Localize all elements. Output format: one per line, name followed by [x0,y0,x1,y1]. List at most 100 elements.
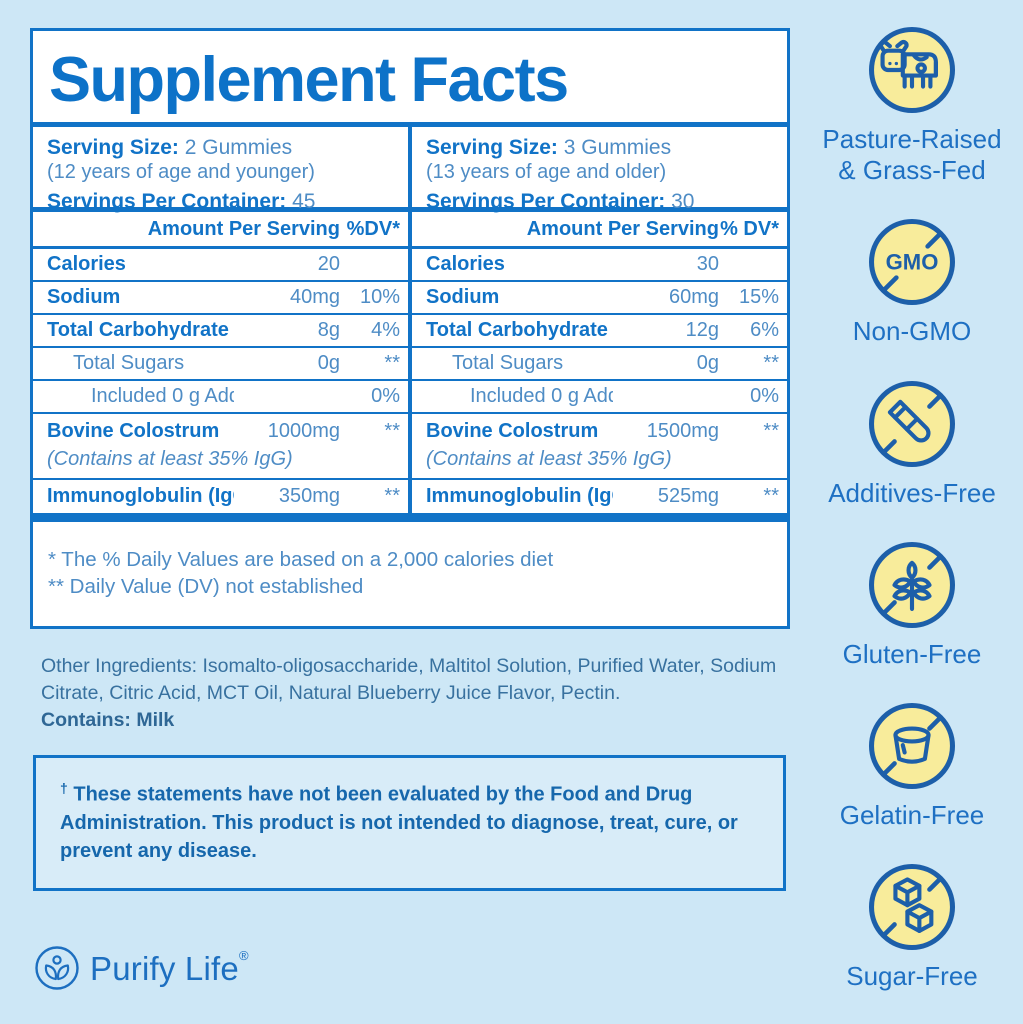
badge-additives-free: Additives-Free [828,378,996,509]
brand-logo: Purify Life® [33,944,249,992]
table-row: Immunoglobulin (IgG) 350mg ** [33,480,408,513]
amount-per-serving-header: Amount Per Serving [147,217,340,240]
badge-label: Pasture-Raised & Grass-Fed [822,124,1002,186]
badge-label: Additives-Free [828,477,996,508]
nutrient-name: Bovine Colostrum [426,420,599,443]
panel-title: Supplement Facts [49,45,569,115]
nutrient-dv: 15% [738,286,779,309]
nutrient-name: Sodium [426,286,500,309]
allergen-statement: Contains: Milk [41,709,175,731]
brand-name: Purify Life [90,950,239,987]
nutrient-amount: 8g [317,319,340,342]
badge-pasture-raised: Pasture-Raised & Grass-Fed [822,24,1002,186]
badge-label: Non-GMO [852,316,972,347]
gmo-crossed-icon: GMO [868,219,956,306]
nutrient-dv: ** [763,485,779,508]
sugar-cubes-crossed-icon [868,864,956,951]
registered-trademark: ® [238,948,249,963]
servings-per-container-value: 30 [671,190,695,214]
nutrient-dv: 10% [359,286,400,309]
nutrient-amount: 350mg [278,485,340,508]
nutrient-name: Bovine Colostrum [47,420,220,443]
serving-size-value: 3 Gummies [563,136,672,160]
footnote-daily-values: * The % Daily Values are based on a 2,00… [48,548,554,572]
nutrient-dv: ** [384,485,400,508]
badge-gelatin-free: Gelatin-Free [839,700,985,831]
nutrient-note: (Contains at least 35% IgG) [47,448,293,471]
column-divider [408,122,412,514]
footnote-dv-not-established: ** Daily Value (DV) not established [48,575,364,599]
nutrient-amount: 20 [317,253,340,276]
table-row: Sodium 60mg 15% [412,282,787,316]
table-row: Total Carbohydrate 8g 4% [33,315,408,349]
badge-sidebar: Pasture-Raised & Grass-Fed GMO Non-GMO [812,24,1012,1022]
nutrient-dv: 0% [750,385,779,408]
nutrient-dv: 4% [371,319,400,342]
serving-info-adults: Serving Size: 3 Gummies (13 years of age… [412,122,787,214]
table-bottom-bar [33,513,787,523]
amount-per-serving-header: Amount Per Serving [526,217,719,240]
nutrient-dv: ** [763,420,779,443]
nutrient-name: Calories [426,253,505,276]
nutrient-name: Calories [47,253,126,276]
nutrient-amount: 525mg [657,485,719,508]
nutrient-amount: 0g [696,352,719,375]
supplement-facts-panel: Supplement Facts Serving Size: 2 Gummies… [30,28,790,630]
cow-icon [868,26,955,114]
badge-non-gmo: GMO Non-GMO [853,216,971,347]
nutrient-dv: 0% [371,385,400,408]
nutrient-note: (Contains at least 35% IgG) [426,448,672,471]
dv-header: %DV* [346,217,400,240]
nutrient-dv: ** [763,352,779,375]
facts-columns: Serving Size: 2 Gummies (12 years of age… [33,122,787,514]
serving-info-children: Serving Size: 2 Gummies (12 years of age… [33,122,408,214]
nutrient-amount: 1000mg [267,420,340,443]
badge-label: Gluten-Free [842,638,982,669]
nutrient-name: Immunoglobulin (IgG) [47,485,234,508]
table-header: Amount Per Serving % DV* [412,212,787,250]
servings-per-container-value: 45 [292,190,316,214]
table-row: Total Sugars 0g ** [412,348,787,382]
dv-header: % DV* [720,217,779,240]
wheat-crossed-icon [868,541,955,628]
dagger-symbol: † [60,780,68,796]
table-row: Included 0 g Added Sugars 0% [33,381,408,415]
badge-sugar-free: Sugar-Free [846,861,978,992]
badge-label: Gelatin-Free [839,799,985,830]
nutrient-amount: 40mg [289,286,340,309]
nutrient-name: Total Carbohydrate [426,319,608,342]
table-row: Included 0 g Added Sugars 0% [412,381,787,415]
nutrient-name: Total Carbohydrate [47,319,229,342]
nutrient-name: Total Sugars [73,352,185,375]
servings-per-container-label: Servings Per Container: [426,190,666,214]
serving-size-label: Serving Size: [426,136,558,160]
table-row: Total Sugars 0g ** [33,348,408,382]
nutrient-name: Total Sugars [452,352,564,375]
table-row: Sodium 40mg 10% [33,282,408,316]
facts-column-adults: Serving Size: 3 Gummies (13 years of age… [412,122,787,513]
nutrient-amount: 12g [685,319,719,342]
disclaimer-box: † These statements have not been evaluat… [33,755,786,891]
nutrient-dv: ** [384,352,400,375]
badge-gluten-free: Gluten-Free [842,539,982,670]
nutrient-dv: 6% [750,319,779,342]
gelatin-mold-crossed-icon [868,702,956,789]
table-header: Amount Per Serving %DV* [33,212,408,250]
nutrient-amount: 1500mg [646,420,719,443]
leaf-sprout-logo-icon [35,946,79,990]
nutrient-name: Immunoglobulin (IgG) [426,485,613,508]
footnotes: * The % Daily Values are based on a 2,00… [33,522,787,626]
table-row: Bovine Colostrum 1000mg ** (Contains at … [33,414,408,481]
table-row: Total Carbohydrate 12g 6% [412,315,787,349]
svg-text:GMO: GMO [886,250,939,275]
nutrient-dv: ** [384,420,400,443]
nutrient-amount: 30 [696,253,719,276]
nutrient-amount: 0g [317,352,340,375]
test-tube-crossed-icon [868,380,956,467]
serving-age-note: (12 years of age and younger) [47,161,315,184]
badge-label: Sugar-Free [846,961,978,992]
serving-size-label: Serving Size: [47,136,179,160]
disclaimer-text: These statements have not been evaluated… [60,783,738,863]
table-row: Bovine Colostrum 1500mg ** (Contains at … [412,414,787,481]
